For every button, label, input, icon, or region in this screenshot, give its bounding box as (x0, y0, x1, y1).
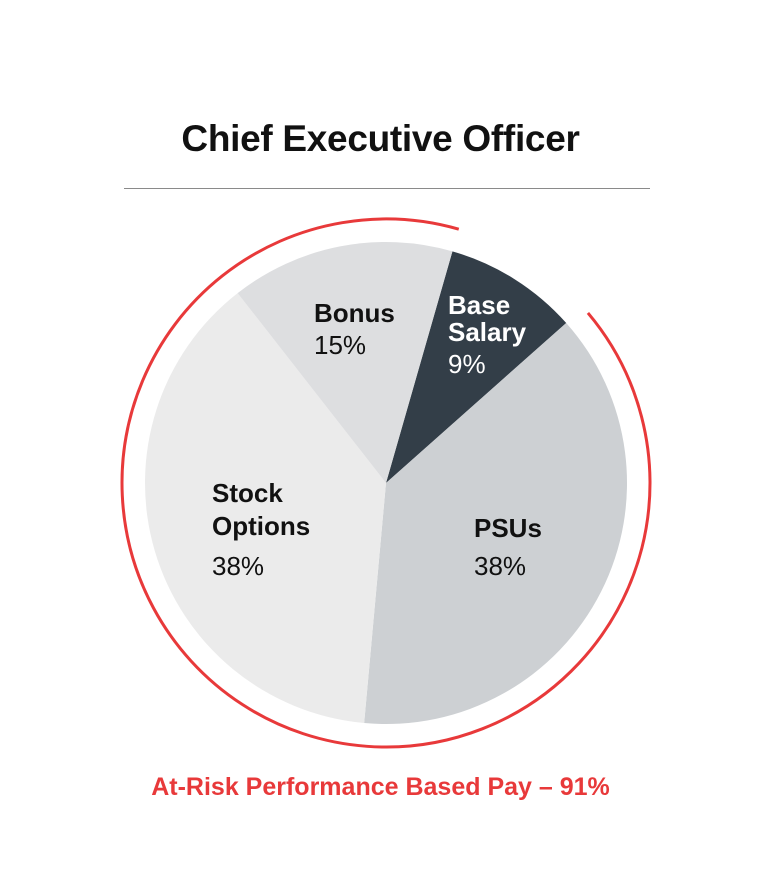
label-base-salary-pct: 9% (448, 349, 486, 379)
slice-bonus (237, 242, 453, 483)
title-divider (124, 188, 650, 189)
label-stock-options: Stock Options 38% (212, 478, 310, 581)
label-base-salary: Base Salary 9% (448, 290, 526, 379)
label-bonus-name: Bonus (314, 298, 395, 328)
at-risk-caption: At-Risk Performance Based Pay – 91% (151, 773, 610, 801)
label-stock-options-line1: Stock (212, 478, 283, 508)
label-psus: PSUs 38% (474, 513, 542, 581)
at-risk-arc (120, 217, 652, 749)
label-psus-pct: 38% (474, 551, 527, 581)
chart-title: Chief Executive Officer (181, 118, 580, 159)
slice-stock-options (145, 293, 386, 724)
label-base-salary-line2: Salary (448, 317, 527, 347)
label-stock-options-line2: Options (212, 511, 311, 541)
slice-base-salary (386, 251, 567, 483)
slice-psus (364, 322, 628, 725)
label-psus-name: PSUs (474, 513, 542, 543)
label-bonus-pct: 15% (314, 330, 367, 360)
label-bonus: Bonus 15% (314, 298, 395, 360)
label-stock-options-pct: 38% (212, 551, 265, 581)
label-base-salary-line1: Base (448, 290, 511, 320)
